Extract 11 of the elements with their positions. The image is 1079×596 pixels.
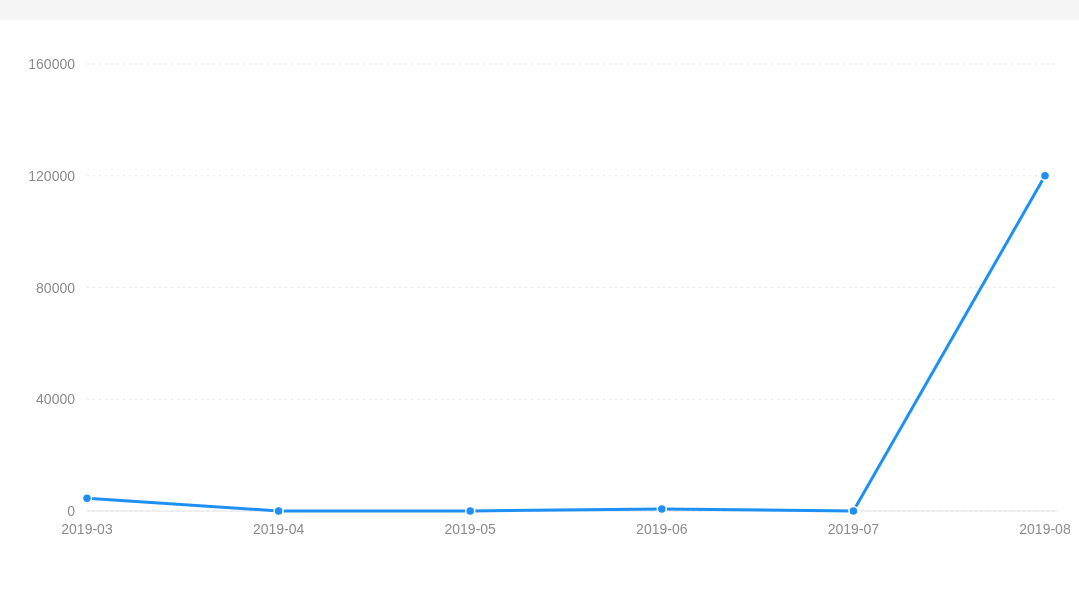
y-tick-label: 160000 <box>28 56 76 72</box>
x-tick-label: 2019-05 <box>444 521 497 537</box>
y-tick-label: 120000 <box>28 167 76 184</box>
x-tick-label: 2019-06 <box>636 521 688 537</box>
x-tick-label: 2019-08 <box>1019 521 1071 537</box>
y-tick-label: 0 <box>67 503 76 519</box>
y-tick-label: 80000 <box>36 279 76 296</box>
x-tick-label: 2019-03 <box>61 521 113 537</box>
x-tick-label: 2019-07 <box>827 521 880 537</box>
y-tick-label: 40000 <box>36 391 76 408</box>
x-tick-label: 2019-04 <box>252 521 305 537</box>
